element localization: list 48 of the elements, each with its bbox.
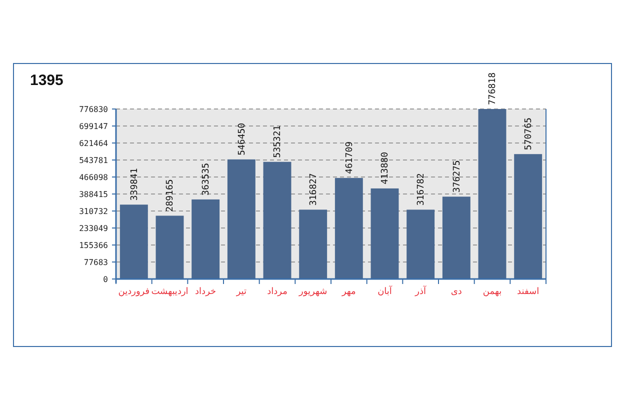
x-tick-label: شهریور <box>298 287 328 297</box>
data-label: 776818 <box>488 72 498 106</box>
y-tick-label: 388415 <box>79 190 108 199</box>
data-label: 316827 <box>309 173 320 206</box>
bar <box>299 210 328 279</box>
x-tick-label: اسفند <box>517 287 540 297</box>
bar <box>514 154 542 279</box>
y-tick-label: 466098 <box>79 173 108 182</box>
y-tick-label: 310732 <box>79 207 108 216</box>
x-tick-label: بهمن <box>482 287 502 297</box>
x-tick-label: فروردین <box>118 287 150 297</box>
x-tick-label: اردیبهشت <box>151 287 188 297</box>
data-label: 376275 <box>452 160 462 193</box>
x-tick-label: تیر <box>235 287 248 297</box>
bar <box>120 204 148 279</box>
y-tick-label: 776830 <box>79 105 108 114</box>
x-tick-label: خرداد <box>195 287 216 297</box>
x-tick-label: مهر <box>340 287 356 297</box>
x-tick-label: آذر <box>414 285 427 297</box>
y-tick-label: 233049 <box>79 224 108 233</box>
bar <box>478 109 506 279</box>
bar <box>263 162 292 279</box>
x-tick-label: مرداد <box>267 287 288 297</box>
data-label: 363535 <box>202 162 212 196</box>
data-label: 535321 <box>273 125 284 158</box>
y-tick-label: 699147 <box>79 122 108 131</box>
y-tick-label: 77683 <box>84 258 108 267</box>
y-tick-label: 621464 <box>79 139 108 148</box>
data-label: 461709 <box>344 141 355 174</box>
y-tick-label: 0 <box>103 275 108 284</box>
data-label: 339841 <box>130 168 140 201</box>
data-label: 413880 <box>380 152 391 184</box>
data-label: 289165 <box>166 179 176 212</box>
bar <box>227 159 256 279</box>
x-tick-label: دی <box>450 287 462 297</box>
bar <box>370 188 399 279</box>
data-label: 316782 <box>416 173 427 206</box>
y-tick-label: 543781 <box>79 156 108 165</box>
bar <box>192 199 220 279</box>
chart-title: 1395 <box>30 72 64 89</box>
x-tick-label: آبان <box>378 285 392 297</box>
data-label: 546450 <box>237 122 248 156</box>
bar <box>406 210 435 279</box>
y-tick-label: 155366 <box>79 241 108 250</box>
bar <box>334 178 363 279</box>
data-label: 570765 <box>524 118 534 150</box>
bar <box>156 216 184 279</box>
bar <box>442 196 470 279</box>
